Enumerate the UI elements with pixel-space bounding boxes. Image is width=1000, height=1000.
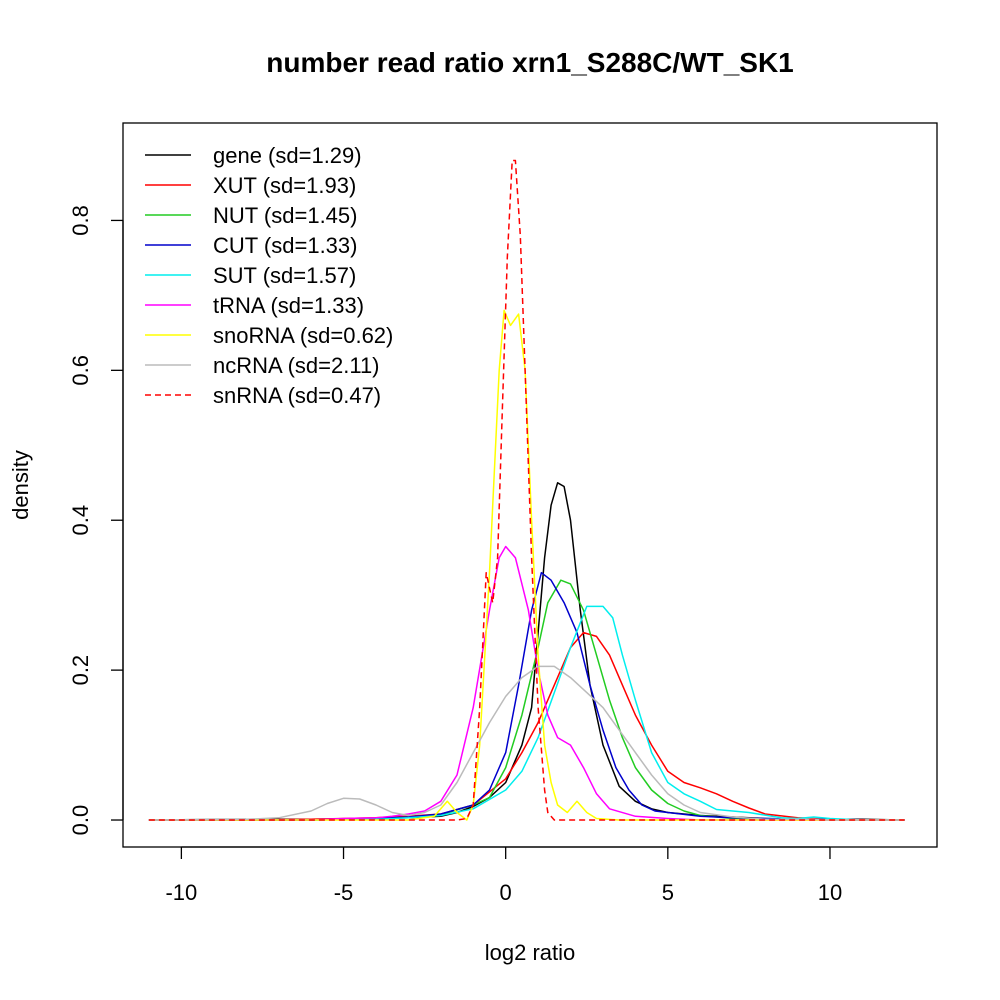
x-tick-label: -10 [165,880,197,905]
y-tick-label: 0.4 [68,505,93,536]
legend-label: snRNA (sd=0.47) [213,383,381,408]
series-line-2 [148,579,905,821]
legend-label: NUT (sd=1.45) [213,203,357,228]
series-layer [148,159,905,821]
legend-label: tRNA (sd=1.33) [213,293,364,318]
series-line-5 [148,545,905,821]
series-line-0 [148,482,905,821]
x-tick-label: 5 [662,880,674,905]
legend-label: XUT (sd=1.93) [213,173,356,198]
y-axis: 0.0 0.2 0.4 0.6 0.8 [68,205,124,836]
series-line-8 [148,159,905,821]
legend-label: CUT (sd=1.33) [213,233,357,258]
x-tick-label: -5 [334,880,354,905]
y-tick-label: 0.6 [68,355,93,386]
series-line-6 [148,309,905,821]
y-tick-label: 0.8 [68,205,93,236]
x-tick-label: 10 [818,880,842,905]
y-axis-label: density [8,450,33,520]
x-axis-label: log2 ratio [485,940,576,965]
x-tick-label: 0 [500,880,512,905]
y-tick-label: 0.0 [68,805,93,836]
x-axis: -10 -5 0 5 10 [165,846,842,905]
legend-label: gene (sd=1.29) [213,143,362,168]
legend-label: snoRNA (sd=0.62) [213,323,393,348]
legend-label: ncRNA (sd=2.11) [213,353,380,378]
series-line-7 [148,665,905,821]
chart-title: number read ratio xrn1_S288C/WT_SK1 [266,47,794,78]
legend-label: SUT (sd=1.57) [213,263,356,288]
legend: gene (sd=1.29) XUT (sd=1.93) NUT (sd=1.45)… [145,143,393,408]
y-tick-label: 0.2 [68,655,93,686]
series-line-3 [148,571,905,821]
